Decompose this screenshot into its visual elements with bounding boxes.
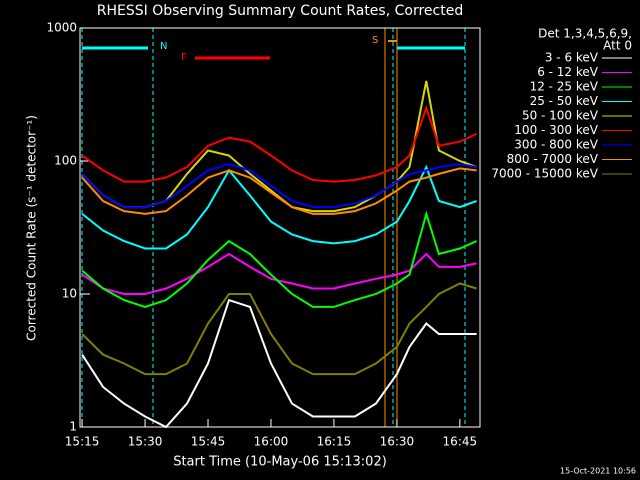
x-tick-label: 15:30 (128, 435, 163, 449)
annotation: N (160, 41, 167, 52)
annotation: S (372, 35, 378, 46)
status-bars (81, 28, 466, 427)
annotation: F (181, 52, 187, 63)
series-line (81, 282, 477, 376)
legend-label: 3 - 6 keV (545, 51, 599, 65)
series-line (81, 298, 477, 429)
legend-label: 7000 - 15000 keV (491, 167, 598, 181)
legend-label: 800 - 7000 keV (507, 152, 599, 166)
plot-frame (79, 27, 481, 428)
footer: 15-Oct-2021 10:56 (560, 467, 636, 476)
series-line (81, 210, 478, 308)
x-tick-label: 15:45 (191, 435, 226, 449)
y-tick-label: 10 (62, 287, 77, 301)
x-axis-label: Start Time (10-May-06 15:13:02) (173, 455, 387, 470)
y-tick-label: 1 (69, 420, 77, 434)
legend-label: 12 - 25 keV (530, 80, 599, 94)
series-line (81, 162, 477, 209)
x-tick-label: 16:00 (254, 435, 289, 449)
x-tick-label: 16:15 (317, 435, 352, 449)
x-tick-label: 16:45 (443, 435, 478, 449)
x-tick-label: 15:15 (65, 435, 100, 449)
legend-title: Det 1,3,4,5,6,9, (538, 27, 632, 41)
y-tick-label: 100 (54, 154, 77, 168)
legend-label: 100 - 300 keV (514, 123, 598, 137)
series-line (81, 167, 477, 215)
x-tick-label: 16:30 (380, 435, 415, 449)
y-tick-label: 1000 (46, 21, 77, 35)
legend-title: Att 0 (603, 39, 632, 53)
series-line (81, 105, 478, 183)
legend-label: 6 - 12 keV (537, 65, 599, 79)
legend-label: 25 - 50 keV (530, 94, 599, 108)
chart-title: RHESSI Observing Summary Count Rates, Co… (97, 3, 463, 19)
legend-label: 50 - 100 keV (522, 109, 599, 123)
y-axis-label: Corrected Count Rate (s⁻¹ detector⁻¹) (25, 115, 39, 341)
legend-label: 300 - 800 keV (514, 138, 598, 152)
series-line (81, 252, 477, 295)
